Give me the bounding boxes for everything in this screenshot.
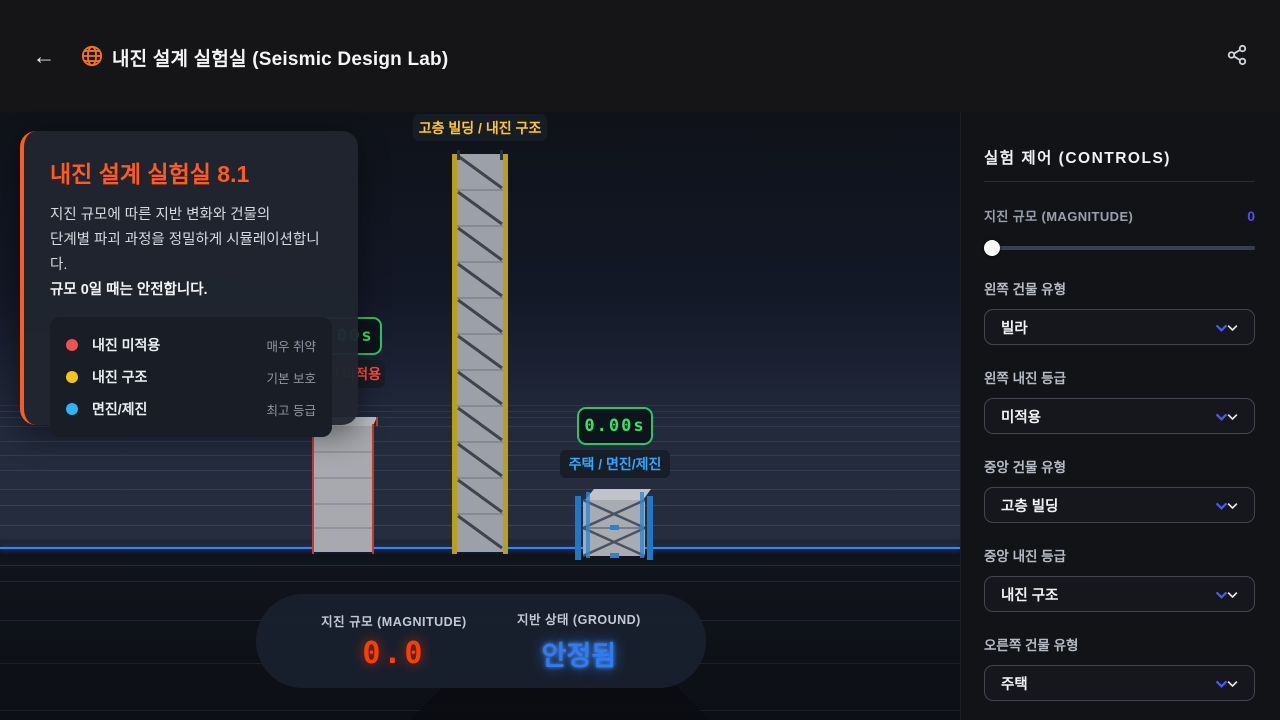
share-icon[interactable]	[1226, 44, 1248, 66]
controls-sidebar: 실험 제어 (CONTROLS) 지진 규모 (MAGNITUDE) 0 왼쪽 …	[960, 112, 1280, 720]
magnitude-slider-label: 지진 규모 (MAGNITUDE)	[984, 209, 1134, 224]
back-arrow-icon[interactable]: ←	[32, 43, 56, 69]
legend-status: 매우 취약	[266, 339, 316, 354]
slider-thumb[interactable]	[984, 240, 1000, 256]
center-building-type-label: 중앙 건물 유형	[984, 460, 1067, 475]
intro-description-line2: 단계별 파괴 과정을 정밀하게 시뮬레이션합니다.	[50, 232, 320, 274]
select-value: 고층 빌딩	[1001, 498, 1059, 515]
intro-title: 내진 설계 실험실 8.1	[50, 161, 250, 187]
legend: 내진 미적용 매우 취약 내진 구조 기본 보호 면진/제진 최고 등급	[50, 317, 332, 438]
center-seismic-grade-label: 중앙 내진 등급	[984, 549, 1067, 564]
legend-dot-blue	[66, 403, 78, 416]
select-value: 주택	[1001, 676, 1028, 693]
divider	[984, 181, 1255, 182]
right-building-timer: 0.00s	[577, 407, 653, 445]
chevron-down-icon	[1213, 319, 1240, 336]
building-right-house	[575, 489, 653, 560]
legend-status: 기본 보호	[266, 371, 316, 386]
magnitude-readout: 지진 규모 (MAGNITUDE) 0.0	[321, 611, 466, 671]
ground-readout: 지반 상태 (GROUND) 안정됨	[517, 609, 641, 673]
intro-description: 지진 규모에 따른 지반 변화와 건물의 단계별 파괴 과정을 정밀하게 시뮬레…	[50, 203, 332, 303]
right-building-type-label: 오른쪽 건물 유형	[984, 638, 1079, 653]
magnitude-slider[interactable]	[984, 240, 1255, 256]
status-readout-panel: 지진 규모 (MAGNITUDE) 0.0 지반 상태 (GROUND) 안정됨	[256, 594, 706, 688]
legend-dot-red	[66, 339, 78, 352]
right-building-label: 주택 / 면진/제진	[560, 450, 670, 478]
right-building-type-select[interactable]: 주택	[984, 665, 1255, 701]
intro-panel: 내진 설계 실험실 8.1 지진 규모에 따른 지반 변화와 건물의 단계별 파…	[20, 131, 358, 438]
intro-description-line3: 규모 0일 때는 안전합니다.	[50, 282, 208, 299]
select-value: 미적용	[1001, 409, 1042, 426]
magnitude-readout-label: 지진 규모 (MAGNITUDE)	[321, 615, 467, 629]
chevron-down-icon	[1213, 408, 1240, 425]
legend-row-base-isolation: 면진/제진 최고 등급	[66, 393, 316, 425]
legend-status: 최고 등급	[266, 403, 316, 418]
ground-readout-label: 지반 상태 (GROUND)	[516, 613, 641, 627]
left-building-type-label: 왼쪽 건물 유형	[984, 282, 1067, 297]
magnitude-readout-value: 0.0	[362, 636, 426, 671]
legend-row-no-seismic: 내진 미적용 매우 취약	[66, 329, 316, 361]
legend-row-seismic-structure: 내진 구조 기본 보호	[66, 361, 316, 393]
legend-label: 내진 구조	[92, 369, 148, 386]
magnitude-slider-value: 0	[1247, 207, 1255, 224]
ground-readout-value: 안정됨	[541, 641, 617, 671]
center-building-label: 고층 빌딩 / 내진 구조	[413, 114, 547, 141]
left-seismic-grade-label: 왼쪽 내진 등급	[984, 371, 1067, 386]
center-building-type-select[interactable]: 고층 빌딩	[984, 487, 1255, 523]
legend-label: 면진/제진	[92, 401, 148, 418]
slider-track	[984, 246, 1255, 250]
chevron-down-icon	[1213, 497, 1240, 514]
globe-icon	[81, 45, 103, 67]
legend-label: 내진 미적용	[92, 337, 161, 354]
legend-dot-yellow	[66, 371, 78, 384]
building-center-tower	[452, 150, 508, 554]
chevron-down-icon	[1213, 675, 1240, 692]
app-header: ← 내진 설계 실험실 (Seismic Design Lab)	[0, 0, 1280, 112]
left-building-type-select[interactable]: 빌라	[984, 309, 1255, 345]
chevron-down-icon	[1213, 586, 1240, 603]
select-value: 내진 구조	[1001, 587, 1059, 604]
page-title: 내진 설계 실험실 (Seismic Design Lab)	[112, 49, 449, 70]
select-value: 빌라	[1001, 320, 1028, 337]
left-seismic-grade-select[interactable]: 미적용	[984, 398, 1255, 434]
intro-description-line1: 지진 규모에 따른 지반 변화와 건물의	[50, 207, 271, 223]
center-seismic-grade-select[interactable]: 내진 구조	[984, 576, 1255, 612]
controls-heading: 실험 제어 (CONTROLS)	[984, 150, 1171, 167]
